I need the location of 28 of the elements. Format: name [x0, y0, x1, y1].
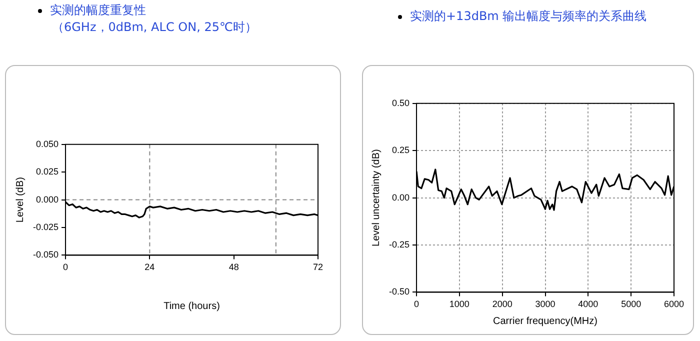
chart-title: 实测的+13dBm 输出幅度与频率的关系曲线 [410, 8, 647, 25]
y-tick-label: 0.000 [36, 194, 59, 204]
chart-subtitle: （6GHz，0dBm, ALC ON, 25℃时） [51, 19, 257, 36]
x-tick-label: 24 [144, 262, 155, 272]
x-tick-label: 0 [414, 299, 420, 310]
y-tick-label: -0.50 [389, 286, 410, 297]
x-tick-label: 5000 [621, 299, 642, 310]
y-tick-label: 0.050 [36, 138, 59, 149]
x-tick-label: 6000 [664, 299, 684, 310]
y-tick-label: -0.025 [32, 222, 59, 232]
y-tick-label: -0.25 [389, 239, 410, 250]
x-axis-title: Carrier frequency(MHz) [493, 316, 598, 327]
chart-title: 实测的幅度重复性 [50, 2, 147, 19]
x-tick-label: 2000 [492, 299, 512, 310]
x-axis-title: Time (hours) [164, 300, 220, 312]
y-tick-label: -0.050 [32, 250, 59, 260]
y-tick-label: 0.25 [392, 145, 410, 156]
y-axis-title: Level uncertainty (dB) [370, 149, 382, 246]
y-tick-label: 0.025 [36, 166, 59, 177]
x-tick-label: 48 [228, 262, 239, 272]
x-tick-label: 3000 [535, 299, 556, 310]
y-axis-title: Level (dB) [14, 177, 26, 223]
x-tick-label: 4000 [578, 299, 598, 310]
y-tick-label: 0.50 [392, 98, 410, 108]
x-tick-label: 72 [312, 262, 324, 272]
x-tick-label: 0 [63, 262, 68, 272]
y-tick-label: 0.00 [392, 192, 410, 202]
x-tick-label: 1000 [449, 299, 470, 310]
